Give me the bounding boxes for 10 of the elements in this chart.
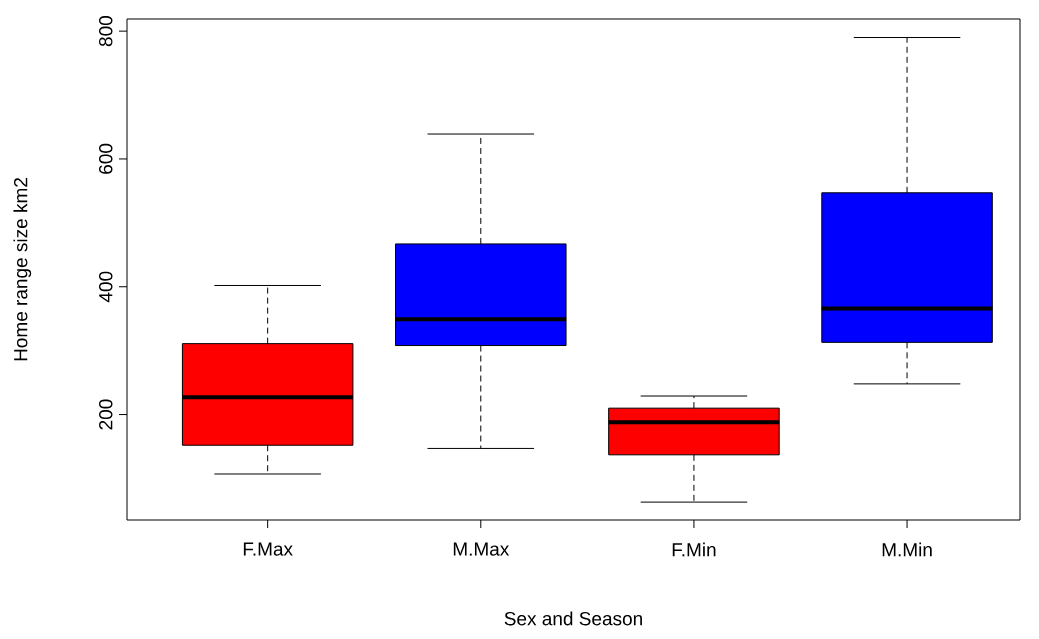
y-axis-title: Home range size km2 <box>13 178 32 361</box>
x-tick-label: M.Max <box>453 542 510 556</box>
x-tick-label: F.Max <box>243 542 293 556</box>
y-tick-label: 400 <box>99 271 113 303</box>
y-tick-label: 200 <box>99 399 113 430</box>
x-tick-label: F.Min <box>672 542 716 557</box>
x-tick-label: M.Min <box>882 542 932 557</box>
x-axis-title: Sex and Season <box>504 611 642 626</box>
y-tick-label: 800 <box>99 16 113 47</box>
y-tick-label: 600 <box>99 143 113 174</box>
